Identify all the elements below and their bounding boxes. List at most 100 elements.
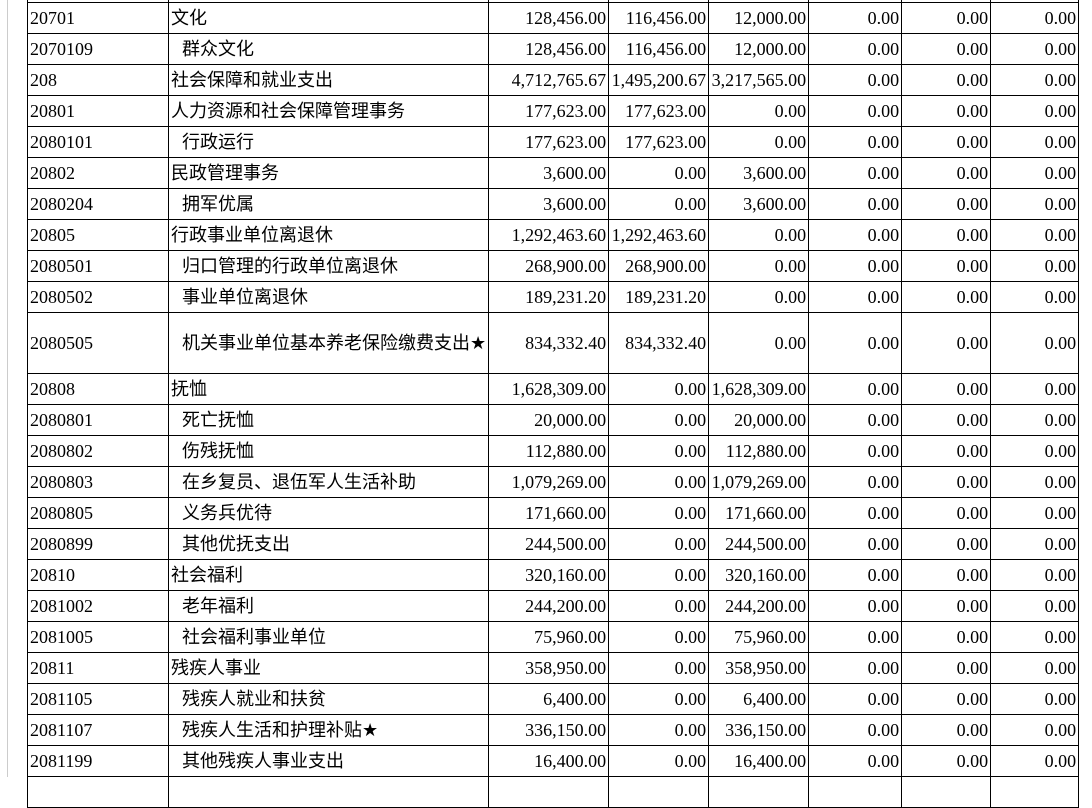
amount-cell: 0.00: [990, 95, 1080, 127]
table-row: 2070109 群众文化 128,456.00 116,456.00 12,000.00…: [27, 33, 1080, 65]
amount-cell: 112,880.00: [708, 435, 810, 467]
amount-cell: 0.00: [901, 2, 992, 34]
amount-cell: 1,628,309.00: [708, 373, 810, 405]
amount-cell: 177,623.00: [488, 126, 610, 158]
item-name-cell: 机关事业单位基本养老保险缴费支出★: [167, 312, 490, 374]
amount-cell: 0.00: [901, 652, 992, 684]
code-cell: 2081005: [27, 621, 169, 653]
item-name-cell: 死亡抚恤: [167, 404, 490, 436]
amount-cell: 0.00: [808, 683, 903, 715]
empty-cell: [608, 776, 710, 808]
amount-cell: 0.00: [990, 373, 1080, 405]
amount-cell: 0.00: [608, 590, 710, 622]
amount-cell: 0.00: [901, 219, 992, 251]
item-name-cell: 人力资源和社会保障管理事务: [167, 95, 490, 127]
amount-cell: 1,292,463.60: [488, 219, 610, 251]
amount-cell: 16,400.00: [488, 745, 610, 777]
amount-cell: 0.00: [901, 528, 992, 560]
item-name-cell: 在乡复员、退伍军人生活补助: [167, 466, 490, 498]
amount-cell: 0.00: [808, 250, 903, 282]
code-cell: 2081107: [27, 714, 169, 746]
amount-cell: 0.00: [901, 745, 992, 777]
amount-cell: 116,456.00: [608, 33, 710, 65]
amount-cell: 0.00: [901, 466, 992, 498]
amount-cell: 358,950.00: [708, 652, 810, 684]
amount-cell: 0.00: [990, 435, 1080, 467]
amount-cell: 3,600.00: [488, 157, 610, 189]
amount-cell: 0.00: [901, 559, 992, 591]
item-name-cell: 残疾人生活和护理补贴★: [167, 714, 490, 746]
amount-cell: 834,332.40: [608, 312, 710, 374]
amount-cell: 0.00: [901, 373, 992, 405]
amount-cell: 189,231.20: [608, 281, 710, 313]
item-name-cell: 社会保障和就业支出: [167, 64, 490, 96]
amount-cell: 0.00: [901, 281, 992, 313]
code-cell: 2080101: [27, 126, 169, 158]
table-row: 2080502 事业单位离退休 189,231.20 189,231.20 0.00 0.…: [27, 281, 1080, 313]
item-name-cell: 其他残疾人事业支出: [167, 745, 490, 777]
amount-cell: 0.00: [608, 373, 710, 405]
code-cell: 2080803: [27, 466, 169, 498]
table-row: 2081107 残疾人生活和护理补贴★ 336,150.00 0.00 336,150.…: [27, 714, 1080, 746]
budget-table-body: 20701 文化 128,456.00 116,456.00 12,000.00 0.00…: [27, 0, 1080, 808]
item-name-cell: 义务兵优待: [167, 497, 490, 529]
page-edge-line: [7, 0, 8, 777]
amount-cell: 0.00: [808, 64, 903, 96]
table-row: 2080803 在乡复员、退伍军人生活补助 1,079,269.00 0.00 1,07…: [27, 466, 1080, 498]
table-row: 2080899 其他优抚支出 244,500.00 0.00 244,500.00 0.0…: [27, 528, 1080, 560]
amount-cell: 0.00: [808, 188, 903, 220]
amount-cell: 320,160.00: [708, 559, 810, 591]
amount-cell: 0.00: [990, 157, 1080, 189]
table-row: 2080505 机关事业单位基本养老保险缴费支出★ 834,332.40 834,33…: [27, 312, 1080, 374]
amount-cell: 0.00: [608, 528, 710, 560]
amount-cell: 6,400.00: [708, 683, 810, 715]
empty-cell: [167, 776, 490, 808]
amount-cell: 12,000.00: [708, 33, 810, 65]
amount-cell: 0.00: [808, 745, 903, 777]
amount-cell: 6,400.00: [488, 683, 610, 715]
amount-cell: 268,900.00: [608, 250, 710, 282]
amount-cell: 1,079,269.00: [488, 466, 610, 498]
amount-cell: 0.00: [808, 157, 903, 189]
amount-cell: 0.00: [608, 714, 710, 746]
budget-table: 20701 文化 128,456.00 116,456.00 12,000.00 0.00…: [27, 0, 1080, 808]
empty-cell: [708, 776, 810, 808]
amount-cell: 1,292,463.60: [608, 219, 710, 251]
amount-cell: 0.00: [990, 559, 1080, 591]
amount-cell: 0.00: [990, 497, 1080, 529]
item-name-cell: 民政管理事务: [167, 157, 490, 189]
code-cell: 2081105: [27, 683, 169, 715]
table-row: 20801 人力资源和社会保障管理事务 177,623.00 177,623.00 0.…: [27, 95, 1080, 127]
amount-cell: 0.00: [808, 466, 903, 498]
empty-cell: [488, 776, 610, 808]
table-row: 208 社会保障和就业支出 4,712,765.67 1,495,200.67 3,21…: [27, 64, 1080, 96]
amount-cell: 3,600.00: [708, 188, 810, 220]
amount-cell: 75,960.00: [708, 621, 810, 653]
amount-cell: 20,000.00: [708, 404, 810, 436]
amount-cell: 0.00: [808, 652, 903, 684]
code-cell: 2080204: [27, 188, 169, 220]
code-cell: 20701: [27, 2, 169, 34]
amount-cell: 0.00: [901, 621, 992, 653]
code-cell: 2080502: [27, 281, 169, 313]
amount-cell: 0.00: [901, 435, 992, 467]
table-row: 2080802 伤残抚恤 112,880.00 0.00 112,880.00 0.00 0…: [27, 435, 1080, 467]
amount-cell: 1,495,200.67: [608, 64, 710, 96]
amount-cell: 0.00: [708, 126, 810, 158]
amount-cell: 0.00: [990, 188, 1080, 220]
item-name-cell: 残疾人事业: [167, 652, 490, 684]
table-row: 2080204 拥军优属 3,600.00 0.00 3,600.00 0.00 0.00 0…: [27, 188, 1080, 220]
code-cell: 2081199: [27, 745, 169, 777]
empty-cell: [808, 776, 903, 808]
amount-cell: 0.00: [808, 33, 903, 65]
amount-cell: 0.00: [808, 126, 903, 158]
amount-cell: 0.00: [990, 683, 1080, 715]
amount-cell: 0.00: [990, 621, 1080, 653]
amount-cell: 0.00: [708, 219, 810, 251]
amount-cell: 0.00: [901, 497, 992, 529]
amount-cell: 244,500.00: [708, 528, 810, 560]
table-row: 20802 民政管理事务 3,600.00 0.00 3,600.00 0.00 0.00 0…: [27, 157, 1080, 189]
table-row: 20811 残疾人事业 358,950.00 0.00 358,950.00 0.00 0.…: [27, 652, 1080, 684]
amount-cell: 358,950.00: [488, 652, 610, 684]
amount-cell: 0.00: [990, 404, 1080, 436]
